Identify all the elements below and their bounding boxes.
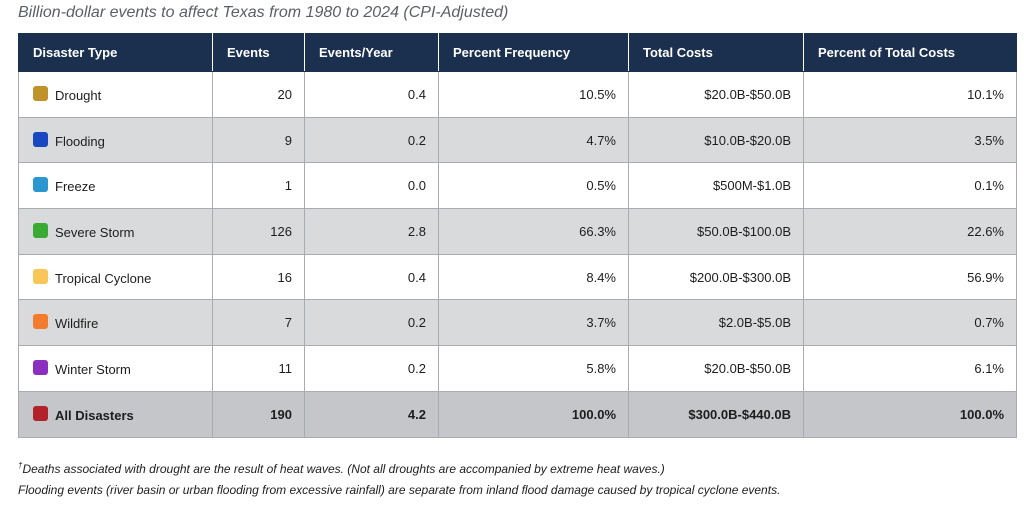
total-costs-cell: $500M-$1.0B (628, 162, 804, 210)
color-swatch-winter-storm (33, 359, 48, 375)
events-cell: 9 (212, 116, 305, 164)
percent-of-total-costs-cell: 22.6% (803, 208, 1017, 255)
disaster-type-label: Severe Storm (55, 224, 135, 240)
percent-of-total-costs-cell: 10.1% (803, 71, 1017, 118)
table-row: Severe Storm 126 2.8 66.3% $50.0B-$100.0… (18, 208, 1017, 255)
disaster-type-cell: Tropical Cyclone (18, 253, 213, 301)
total-costs-cell: $10.0B-$20.0B (628, 116, 804, 164)
color-swatch-severe-storm (33, 222, 48, 238)
events-per-year-cell: 0.0 (304, 162, 439, 210)
dagger-mark: † (18, 461, 23, 470)
table-row: Flooding 9 0.2 4.7% $10.0B-$20.0B 3.5% (18, 116, 1017, 164)
total-costs-cell: $50.0B-$100.0B (628, 208, 804, 255)
events-cell: 126 (212, 208, 305, 255)
percent-of-total-costs-cell: 56.9% (803, 253, 1017, 301)
table-row: Freeze 1 0.0 0.5% $500M-$1.0B 0.1% (18, 162, 1017, 210)
percent-frequency-cell: 5.8% (438, 345, 629, 392)
total-costs-cell: $300.0B-$440.0B (628, 390, 804, 438)
disaster-events-table: Disaster Type Events Events/Year Percent… (18, 33, 1017, 438)
disaster-type-cell: Drought (18, 71, 213, 118)
column-header-percent-of-total-costs: Percent of Total Costs (803, 33, 1017, 72)
percent-frequency-cell: 3.7% (438, 299, 629, 347)
events-per-year-cell: 4.2 (304, 390, 439, 438)
events-cell: 11 (212, 345, 305, 392)
footnote-drought: †Deaths associated with drought are the … (18, 455, 780, 480)
footnote-text: Deaths associated with drought are the r… (22, 462, 665, 476)
percent-frequency-cell: 4.7% (438, 116, 629, 164)
color-swatch-wildfire (33, 314, 48, 330)
table-row: Wildfire 7 0.2 3.7% $2.0B-$5.0B 0.7% (18, 299, 1017, 347)
percent-frequency-cell: 66.3% (438, 208, 629, 255)
table-header-row: Disaster Type Events Events/Year Percent… (18, 33, 1017, 72)
footnotes: †Deaths associated with drought are the … (18, 455, 780, 501)
disaster-type-cell: All Disasters (18, 390, 213, 438)
color-swatch-drought (33, 85, 48, 101)
column-header-total-costs: Total Costs (628, 33, 804, 72)
percent-frequency-cell: 10.5% (438, 71, 629, 118)
column-header-events: Events (212, 33, 305, 72)
percent-of-total-costs-cell: 0.1% (803, 162, 1017, 210)
color-swatch-freeze (33, 177, 48, 193)
percent-of-total-costs-cell: 100.0% (803, 390, 1017, 438)
disaster-type-label: All Disasters (55, 407, 134, 423)
percent-frequency-cell: 100.0% (438, 390, 629, 438)
disaster-type-label: Drought (55, 87, 102, 103)
table-row: Drought 20 0.4 10.5% $20.0B-$50.0B 10.1% (18, 71, 1017, 118)
percent-frequency-cell: 8.4% (438, 253, 629, 301)
disaster-type-label: Wildfire (55, 316, 99, 332)
percent-of-total-costs-cell: 0.7% (803, 299, 1017, 347)
events-per-year-cell: 0.4 (304, 253, 439, 301)
footnote-flooding: Flooding events (river basin or urban fl… (18, 480, 780, 501)
color-swatch-all-disasters (33, 405, 48, 421)
total-costs-cell: $20.0B-$50.0B (628, 71, 804, 118)
events-per-year-cell: 0.2 (304, 345, 439, 392)
table-row: Winter Storm 11 0.2 5.8% $20.0B-$50.0B 6… (18, 345, 1017, 392)
events-cell: 190 (212, 390, 305, 438)
disaster-type-cell: Wildfire (18, 299, 213, 347)
percent-of-total-costs-cell: 3.5% (803, 116, 1017, 164)
disaster-type-cell: Freeze (18, 162, 213, 210)
table-title: Billion-dollar events to affect Texas fr… (18, 4, 509, 21)
events-cell: 16 (212, 253, 305, 301)
disaster-type-label: Tropical Cyclone (55, 270, 152, 286)
column-header-percent-frequency: Percent Frequency (438, 33, 629, 72)
column-header-events-per-year: Events/Year (304, 33, 439, 72)
total-costs-cell: $200.0B-$300.0B (628, 253, 804, 301)
total-row: All Disasters 190 4.2 100.0% $300.0B-$44… (18, 390, 1017, 438)
events-per-year-cell: 0.2 (304, 299, 439, 347)
events-per-year-cell: 0.2 (304, 116, 439, 164)
percent-of-total-costs-cell: 6.1% (803, 345, 1017, 392)
percent-frequency-cell: 0.5% (438, 162, 629, 210)
events-cell: 20 (212, 71, 305, 118)
disaster-type-label: Flooding (55, 133, 105, 149)
events-cell: 1 (212, 162, 305, 210)
disaster-type-label: Winter Storm (55, 362, 131, 377)
footnote-text: Flooding events (river basin or urban fl… (18, 483, 781, 497)
column-header-disaster-type: Disaster Type (18, 33, 213, 72)
table-row: Tropical Cyclone 16 0.4 8.4% $200.0B-$30… (18, 253, 1017, 301)
disaster-type-cell: Flooding (18, 116, 213, 164)
disaster-type-label: Freeze (55, 179, 96, 195)
disaster-type-cell: Winter Storm (18, 345, 213, 392)
events-per-year-cell: 0.4 (304, 71, 439, 118)
events-cell: 7 (212, 299, 305, 347)
total-costs-cell: $20.0B-$50.0B (628, 345, 804, 392)
color-swatch-tropical-cyclone (33, 268, 48, 284)
events-per-year-cell: 2.8 (304, 208, 439, 255)
total-costs-cell: $2.0B-$5.0B (628, 299, 804, 347)
color-swatch-flooding (33, 131, 48, 147)
disaster-type-cell: Severe Storm (18, 208, 213, 255)
